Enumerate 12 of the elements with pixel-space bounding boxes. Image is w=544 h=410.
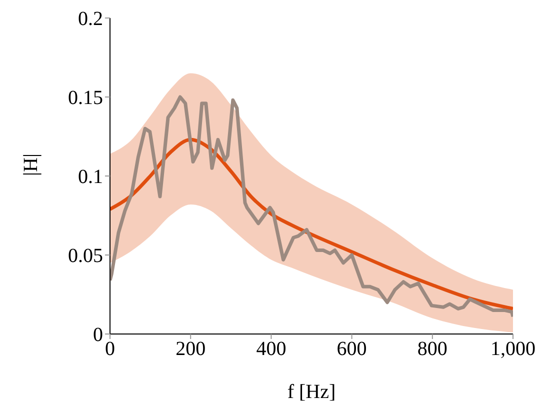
- y-axis-title: |H|: [20, 154, 42, 176]
- y-tick-label: 0.05: [68, 245, 103, 268]
- x-tick-label: 400: [256, 338, 286, 360]
- x-tick-label: 600: [336, 338, 367, 360]
- y-tick-label: 0: [93, 324, 103, 346]
- x-tick-label: 800: [417, 338, 448, 360]
- y-tick-label: 0.15: [68, 87, 103, 110]
- x-tick-label: 200: [176, 338, 206, 360]
- x-axis-title: f [Hz]: [287, 381, 336, 403]
- y-tick-label: 0.2: [78, 8, 103, 30]
- x-tick-label: 1,000: [490, 338, 536, 360]
- y-tick-label: 0.1: [78, 166, 103, 188]
